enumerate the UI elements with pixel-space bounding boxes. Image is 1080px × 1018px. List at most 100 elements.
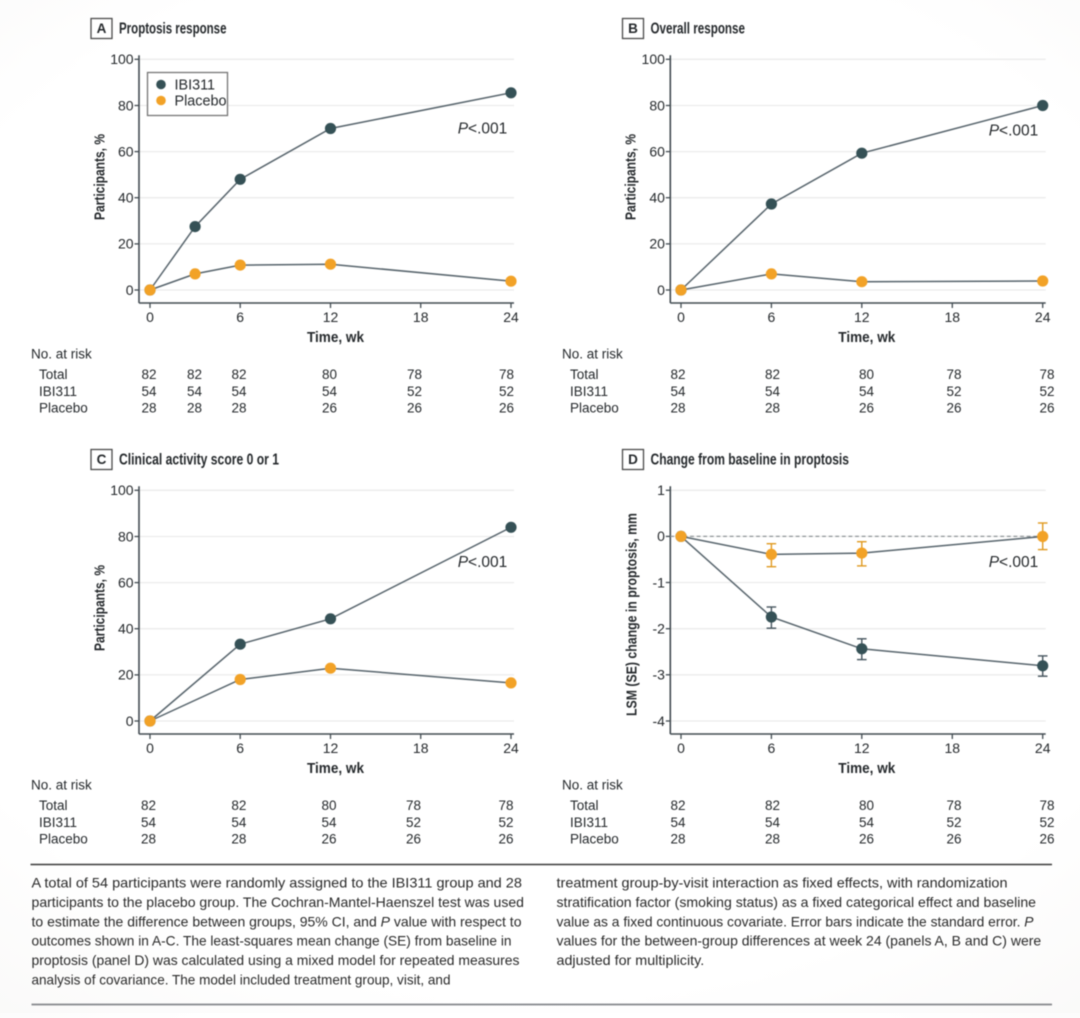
svg-text:54: 54 [859, 815, 875, 830]
svg-text:82: 82 [141, 367, 156, 382]
svg-text:to estimate the difference bet: to estimate the difference between group… [32, 913, 522, 929]
svg-text:80: 80 [321, 798, 336, 813]
svg-text:82: 82 [765, 367, 780, 382]
svg-text:LSM (SE) change in proptosis,: LSM (SE) change in proptosis, mm [625, 513, 641, 716]
svg-text:54: 54 [322, 384, 338, 399]
svg-text:0: 0 [146, 740, 154, 756]
svg-text:Placebo: Placebo [570, 401, 619, 416]
svg-text:Placebo: Placebo [570, 832, 619, 847]
svg-text:0: 0 [126, 282, 134, 298]
svg-text:40: 40 [118, 621, 134, 637]
svg-text:Time, wk: Time, wk [838, 761, 896, 777]
svg-text:P<.001: P<.001 [989, 554, 1039, 571]
svg-text:IBI311: IBI311 [39, 815, 77, 830]
svg-text:54: 54 [321, 815, 337, 830]
svg-text:80: 80 [859, 798, 874, 813]
svg-text:26: 26 [498, 832, 513, 847]
svg-text:6: 6 [768, 740, 776, 756]
svg-text:54: 54 [141, 815, 157, 830]
svg-text:26: 26 [859, 832, 874, 847]
svg-text:28: 28 [187, 401, 202, 416]
svg-text:20: 20 [118, 236, 134, 252]
svg-text:12: 12 [854, 309, 870, 325]
svg-text:proptosis (panel D) was calcul: proptosis (panel D) was calculated using… [32, 952, 520, 968]
svg-text:26: 26 [322, 401, 337, 416]
svg-text:78: 78 [499, 367, 514, 382]
svg-text:Placebo: Placebo [39, 401, 88, 416]
svg-text:28: 28 [141, 832, 156, 847]
svg-text:Time, wk: Time, wk [307, 330, 365, 346]
svg-text:A: A [97, 21, 107, 36]
svg-text:-3: -3 [652, 667, 665, 683]
svg-text:52: 52 [1039, 815, 1054, 830]
svg-text:A total of 54 participants wer: A total of 54 participants were randomly… [32, 875, 523, 891]
svg-text:IBI311: IBI311 [175, 78, 216, 94]
svg-text:18: 18 [945, 740, 961, 756]
svg-text:-4: -4 [652, 713, 665, 729]
svg-text:Total: Total [39, 367, 68, 382]
svg-text:6: 6 [236, 309, 244, 325]
svg-text:52: 52 [498, 815, 513, 830]
svg-text:82: 82 [231, 367, 246, 382]
svg-text:12: 12 [323, 309, 339, 325]
svg-text:80: 80 [322, 367, 337, 382]
svg-text:participants to the placebo gr: participants to the placebo group. The C… [32, 894, 525, 910]
svg-text:Change from baseline in propto: Change from baseline in proptosis [651, 452, 850, 469]
svg-text:Clinical activity score 0 or 1: Clinical activity score 0 or 1 [119, 452, 279, 469]
svg-text:78: 78 [1039, 367, 1054, 382]
svg-text:82: 82 [670, 798, 685, 813]
svg-text:6: 6 [236, 740, 244, 756]
svg-text:60: 60 [118, 574, 134, 590]
svg-text:80: 80 [118, 528, 134, 544]
svg-text:100: 100 [110, 51, 134, 67]
svg-text:54: 54 [231, 384, 247, 399]
svg-text:52: 52 [946, 384, 961, 399]
svg-text:24: 24 [1035, 740, 1051, 756]
svg-text:values for the between-group d: values for the between-group differences… [557, 933, 1042, 949]
svg-text:52: 52 [1039, 384, 1054, 399]
svg-text:0: 0 [126, 713, 134, 729]
svg-text:80: 80 [859, 367, 874, 382]
svg-text:C: C [97, 452, 107, 467]
svg-text:P<.001: P<.001 [458, 554, 508, 571]
svg-text:1: 1 [657, 482, 665, 498]
svg-text:26: 26 [1039, 832, 1054, 847]
svg-text:82: 82 [141, 798, 156, 813]
svg-text:78: 78 [498, 798, 513, 813]
svg-text:28: 28 [765, 401, 780, 416]
svg-text:54: 54 [765, 384, 781, 399]
svg-text:Total: Total [570, 367, 599, 382]
svg-text:26: 26 [406, 832, 421, 847]
svg-text:52: 52 [406, 815, 421, 830]
svg-text:Placebo: Placebo [175, 94, 227, 110]
svg-text:78: 78 [406, 798, 421, 813]
svg-text:24: 24 [503, 740, 519, 756]
svg-text:0: 0 [677, 740, 685, 756]
svg-text:26: 26 [407, 401, 422, 416]
svg-text:54: 54 [670, 384, 686, 399]
svg-text:Time, wk: Time, wk [307, 761, 365, 777]
svg-text:100: 100 [110, 482, 134, 498]
svg-text:Total: Total [39, 798, 68, 813]
svg-text:Participants, %: Participants, % [93, 565, 109, 651]
svg-text:No. at risk: No. at risk [562, 778, 623, 793]
svg-text:26: 26 [499, 401, 514, 416]
svg-text:52: 52 [946, 815, 961, 830]
svg-text:analysis of covariance. The mo: analysis of covariance. The model includ… [32, 972, 451, 988]
svg-text:26: 26 [321, 832, 336, 847]
svg-text:54: 54 [765, 815, 781, 830]
svg-text:6: 6 [768, 309, 776, 325]
svg-text:26: 26 [859, 401, 874, 416]
svg-text:28: 28 [141, 401, 156, 416]
svg-text:40: 40 [118, 190, 134, 206]
svg-text:No. at risk: No. at risk [31, 778, 92, 793]
svg-text:78: 78 [1039, 798, 1054, 813]
svg-text:value as a fixed continuous co: value as a fixed continuous covariate. E… [557, 913, 1035, 929]
svg-text:24: 24 [503, 309, 519, 325]
svg-text:stratification factor (smoking: stratification factor (smoking status) a… [557, 894, 1037, 910]
svg-text:28: 28 [670, 401, 685, 416]
svg-text:80: 80 [118, 97, 134, 113]
svg-text:82: 82 [231, 798, 246, 813]
svg-text:0: 0 [146, 309, 154, 325]
svg-text:adjusted for multiplicity.: adjusted for multiplicity. [557, 952, 705, 968]
